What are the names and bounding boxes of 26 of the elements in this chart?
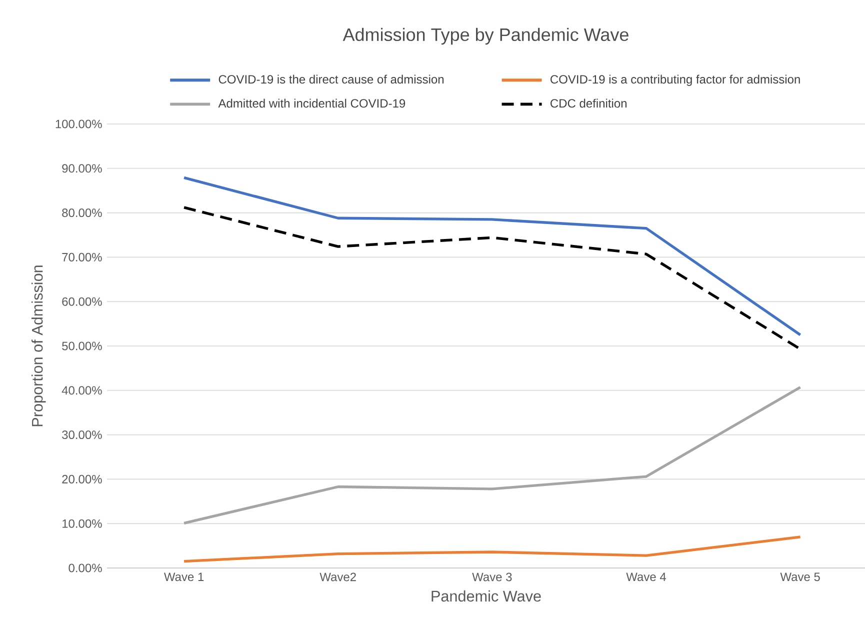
y-tick-label: 80.00% [62,208,102,218]
line-series [182,536,802,563]
y-tick-label: 100.00% [56,120,102,128]
y-tick-label: 90.00% [62,164,102,173]
chart-title: Admission Type by Pandemic Wave [342,28,628,45]
y-tick-label: 50.00% [62,342,102,350]
legend-label: CDC definition [550,98,626,108]
line-series [182,176,802,336]
y-tick-label: 40.00% [62,386,102,395]
x-tick-label: Wave2 [320,572,356,582]
y-tick-label: 20.00% [62,474,102,484]
y-tick-label: 60.00% [62,297,102,306]
x-tick-label: Wave 5 [780,572,820,582]
x-tick-label: Wave 4 [626,572,666,582]
legend-label: COVID-19 is a contributing factor for admission [550,74,800,86]
x-tick-label: Wave 3 [472,572,512,582]
x-axis-title: Pandemic Wave [432,590,541,602]
y-axis-title: Proportion of Admission [31,266,46,426]
x-tick-label: Wave 1 [164,572,204,582]
y-tick-label: 10.00% [62,519,102,528]
y-tick-label: 30.00% [62,430,102,440]
legend-label: COVID-19 is the direct cause of admission [218,74,444,84]
line-series [182,386,802,524]
y-tick-label: 70.00% [62,252,102,262]
y-tick-label: 0.00% [68,564,102,572]
legend-label: Admitted with incidential COVID-19 [218,98,406,108]
